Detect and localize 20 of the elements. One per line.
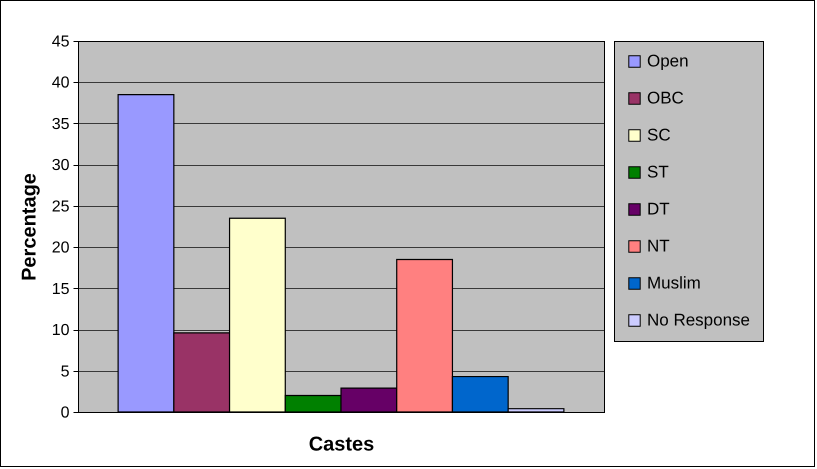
legend-label: Muslim <box>647 274 701 292</box>
y-tick-label: 40 <box>52 74 70 92</box>
legend-label: Open <box>647 52 689 70</box>
y-axis-title: Percentage <box>18 173 41 281</box>
legend-label: SC <box>647 126 671 144</box>
y-tick-label: 45 <box>52 34 70 50</box>
y-tick-label: 30 <box>52 157 70 174</box>
y-tick-label: 35 <box>52 116 70 133</box>
x-axis-title: Castes <box>308 434 374 456</box>
legend-label: DT <box>647 200 670 218</box>
y-tick-label: 25 <box>52 198 70 216</box>
y-tick-label: 15 <box>52 280 70 298</box>
legend-label: NT <box>647 236 670 256</box>
legend-label: OBC <box>647 88 684 108</box>
legend-label: No Response <box>647 310 750 330</box>
y-tick-label: 5 <box>60 363 70 380</box>
y-tick-label: 0 <box>60 404 70 422</box>
legend-label: ST <box>647 162 669 182</box>
y-tick-label: 20 <box>52 240 70 257</box>
y-tick-label: 10 <box>52 322 70 340</box>
